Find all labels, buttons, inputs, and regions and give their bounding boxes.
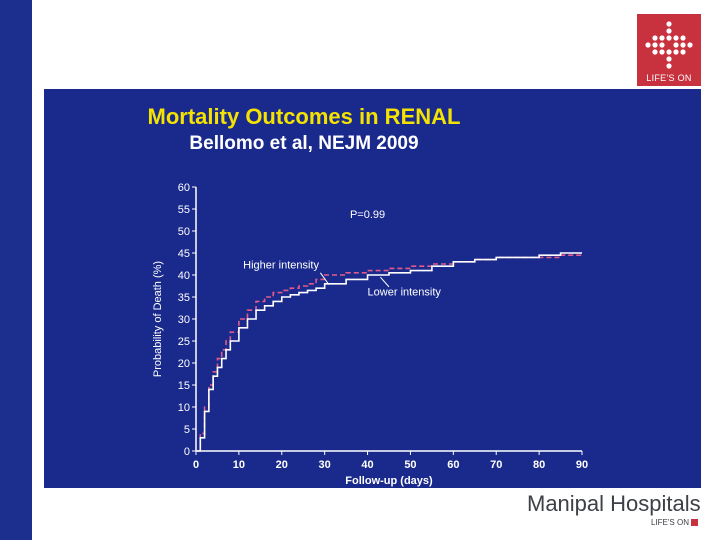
y-tick-label: 30 bbox=[178, 314, 190, 326]
x-tick-label: 30 bbox=[319, 459, 331, 471]
series-higher-intensity-line bbox=[196, 253, 583, 452]
x-tick-label: 40 bbox=[361, 459, 373, 471]
x-tick-label: 90 bbox=[576, 459, 588, 471]
logo-text: LIFE'S ON bbox=[646, 73, 692, 83]
footer-tagline: LIFE'S ON bbox=[651, 518, 698, 527]
x-axis-label: Follow-up (days) bbox=[345, 475, 433, 487]
y-tick-label: 0 bbox=[184, 446, 190, 458]
y-tick-label: 10 bbox=[178, 402, 190, 414]
slide-subtitle: Bellomo et al, NEJM 2009 bbox=[189, 133, 419, 154]
x-tick-label: 60 bbox=[447, 459, 459, 471]
y-axis-label: Probability of Death (%) bbox=[152, 261, 164, 377]
slide-panel: Mortality Outcomes in RENAL Bellomo et a… bbox=[44, 89, 701, 488]
lower-intensity-label: Lower intensity bbox=[368, 287, 442, 299]
y-tick-label: 40 bbox=[178, 270, 190, 282]
y-tick-label: 60 bbox=[178, 182, 190, 194]
y-tick-label: 5 bbox=[184, 424, 190, 436]
higher-intensity-pointer bbox=[319, 272, 330, 285]
x-tick-label: 80 bbox=[533, 459, 545, 471]
x-tick-label: 70 bbox=[490, 459, 502, 471]
series-lower-intensity-line bbox=[196, 252, 582, 452]
left-accent-bar bbox=[0, 0, 32, 540]
y-tick-label: 55 bbox=[178, 204, 190, 216]
lower-intensity-pointer bbox=[380, 276, 390, 288]
x-tick-label: 10 bbox=[233, 459, 245, 471]
y-tick-label: 20 bbox=[178, 358, 190, 370]
y-tick-label: 45 bbox=[178, 248, 190, 260]
footer-tagline-text: LIFE'S ON bbox=[651, 518, 689, 527]
x-tick-label: 50 bbox=[404, 459, 416, 471]
x-tick-label: 20 bbox=[276, 459, 288, 471]
x-tick-label: 0 bbox=[193, 459, 199, 471]
y-tick-label: 50 bbox=[178, 226, 190, 238]
footer-square-icon bbox=[690, 519, 698, 527]
higher-intensity-label: Higher intensity bbox=[243, 259, 319, 271]
y-tick-label: 25 bbox=[178, 336, 190, 348]
p-value-annotation: P=0.99 bbox=[350, 209, 385, 221]
hospital-logo: LIFE'S ON bbox=[637, 14, 701, 86]
slide-title: Mortality Outcomes in RENAL bbox=[147, 104, 461, 129]
mortality-chart: 0 5 10 15 20 25 30 35 40 45 50 55 60 0 10 20 30 40 50 60 70 8… bbox=[152, 182, 588, 487]
y-tick-label: 35 bbox=[178, 292, 190, 304]
logo-dots-icon bbox=[645, 21, 693, 69]
y-tick-label: 15 bbox=[178, 380, 190, 392]
hospital-name: Manipal Hospitals bbox=[527, 491, 701, 516]
